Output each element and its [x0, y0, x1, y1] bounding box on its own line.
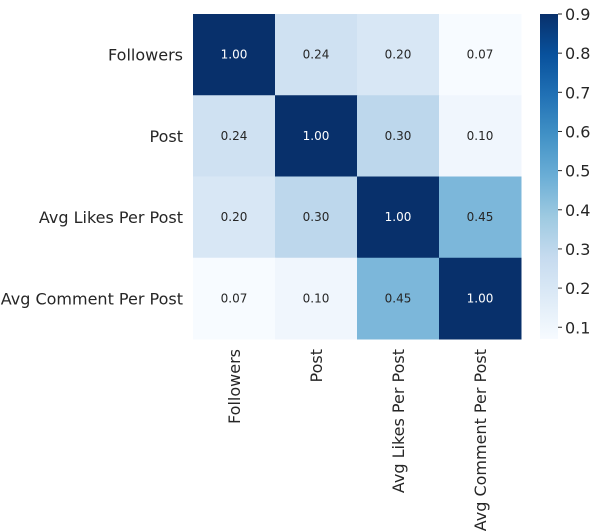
heatmap-cell-r1-c2 — [357, 95, 440, 177]
colorbar-tick-label: 0.4 — [565, 201, 590, 220]
heatmap-cell-r1-c3 — [439, 95, 522, 177]
cell-value-label: 0.20 — [221, 210, 248, 224]
heatmap-cell-r3-c0 — [193, 257, 276, 340]
column-label: Followers — [225, 349, 244, 424]
heatmap-cells: 1.00 0.24 0.20 0.07 0.24 1.00 0.30 0.10 0.20 0.30… — [193, 14, 522, 340]
heatmap-cell-r0-c3 — [439, 14, 522, 96]
heatmap-cell-r0-c2 — [357, 14, 440, 96]
cell-value-label: 0.07 — [221, 291, 248, 305]
cell-value-label: 1.00 — [385, 210, 412, 224]
row-label: Followers — [108, 46, 183, 65]
cell-value-label: 1.00 — [221, 48, 248, 62]
cell-value-label: 0.45 — [385, 291, 412, 305]
cell-value-label: 1.00 — [303, 129, 330, 143]
heatmap-cell-r2-c1 — [275, 176, 358, 259]
heatmap-cell-r2-c2 — [357, 176, 440, 259]
cell-value-label: 0.30 — [303, 210, 330, 224]
column-label: Post — [307, 349, 326, 382]
column-labels: Followers Post Avg Likes Per Post Avg Comme… — [225, 349, 490, 531]
colorbar-tick-label: 0.8 — [565, 44, 590, 63]
heatmap-cell-r0-c0 — [193, 14, 276, 96]
heatmap-cell-r3-c2 — [357, 257, 440, 340]
heatmap-cell-r3-c1 — [275, 257, 358, 340]
colorbar-tick-label: 0.3 — [565, 240, 590, 259]
colorbar-tick-label: 0.1 — [565, 318, 590, 337]
cell-value-label: 0.20 — [385, 48, 412, 62]
colorbar: 0.1 0.2 0.3 0.4 0.5 0.6 0.7 0.8 0.9 — [540, 5, 590, 339]
heatmap-cell-r1-c0 — [193, 95, 276, 177]
cell-value-label: 0.07 — [467, 48, 494, 62]
cell-value-label: 0.45 — [467, 210, 494, 224]
cell-value-label: 0.10 — [303, 291, 330, 305]
cell-value-label: 0.24 — [303, 48, 330, 62]
colorbar-tick-label: 0.2 — [565, 279, 590, 298]
cell-value-label: 1.00 — [467, 291, 494, 305]
heatmap-cell-r2-c3 — [439, 176, 522, 259]
row-label: Post — [150, 127, 183, 146]
column-label: Avg Likes Per Post — [389, 349, 408, 493]
colorbar-tick-label: 0.6 — [565, 122, 590, 141]
cell-value-label: 0.24 — [221, 129, 248, 143]
cell-value-label: 0.10 — [467, 129, 494, 143]
row-labels: Followers Post Avg Likes Per Post Avg Comme… — [1, 46, 183, 309]
heatmap-cell-r0-c1 — [275, 14, 358, 96]
heatmap-cell-r2-c0 — [193, 176, 276, 259]
cell-value-label: 0.30 — [385, 129, 412, 143]
colorbar-tick-label: 0.9 — [565, 5, 590, 24]
colorbar-gradient — [540, 14, 558, 339]
colorbar-tick-label: 0.5 — [565, 162, 590, 181]
row-label: Avg Comment Per Post — [1, 289, 183, 308]
row-label: Avg Likes Per Post — [39, 208, 183, 227]
heatmap-cell-r1-c1 — [275, 95, 358, 177]
column-label: Avg Comment Per Post — [471, 349, 490, 531]
heatmap-cell-r3-c3 — [439, 257, 522, 340]
colorbar-tick-label: 0.7 — [565, 83, 590, 102]
